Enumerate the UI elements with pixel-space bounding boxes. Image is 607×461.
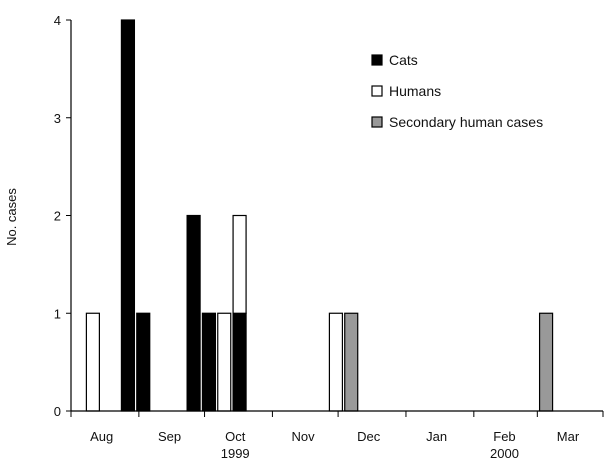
y-tick-label: 1 (54, 306, 61, 321)
bar-humans (232, 214, 247, 314)
y-axis-label: No. cases (4, 188, 19, 246)
bar-cats (201, 312, 217, 412)
x-month-label: Jan (426, 429, 447, 444)
bar-cats (232, 312, 247, 412)
x-month-label: Oct (225, 429, 246, 444)
bar-cats (120, 19, 136, 412)
legend-label: Humans (389, 83, 441, 99)
axes-lines (70, 20, 603, 412)
y-tick-label: 0 (54, 404, 61, 419)
x-month-label: Nov (292, 429, 316, 444)
x-month-label: Dec (357, 429, 381, 444)
y-tick-label: 2 (54, 209, 61, 224)
bars-group (85, 19, 554, 412)
bar-cats (136, 312, 151, 412)
x-month-label: Feb (493, 429, 515, 444)
bar-humans (217, 312, 232, 412)
y-tick-label: 4 (54, 13, 61, 28)
bar-cats (186, 214, 201, 412)
y-tick-label: 3 (54, 111, 61, 126)
legend-swatch-humans (371, 85, 383, 97)
x-month-label: Aug (90, 429, 113, 444)
x-year-label: 1999 (221, 446, 250, 461)
x-year-label: 2000 (490, 446, 519, 461)
bar-humans (85, 312, 100, 412)
legend-label: Secondary human cases (389, 114, 543, 130)
y-axis: 0 1 2 3 4 (54, 13, 71, 419)
bar-humans (328, 312, 344, 412)
legend-swatch-cats (371, 54, 383, 66)
legend-swatch-secondary-human-cases (371, 116, 383, 128)
legend-label: Cats (389, 52, 418, 68)
x-month-label: Sep (158, 429, 181, 444)
bar-secondary-human-cases (344, 312, 359, 412)
legend: Cats Humans Secondary human cases (371, 52, 543, 130)
x-axis: Aug Sep Oct Nov Dec Jan Feb Mar 1999 2000 (70, 411, 604, 461)
x-month-label: Mar (557, 429, 580, 444)
bar-secondary-human-cases (538, 312, 554, 412)
